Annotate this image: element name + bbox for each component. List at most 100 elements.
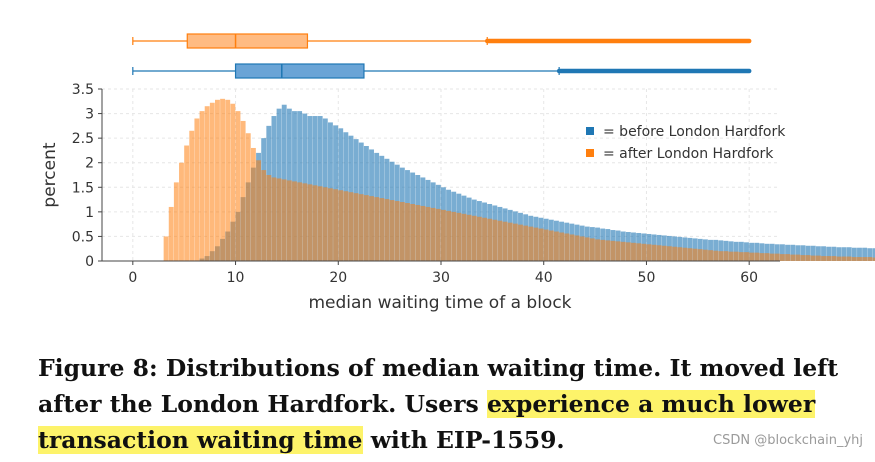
histogram-bar-after <box>744 252 749 261</box>
x-tick-label: 10 <box>227 270 245 286</box>
histogram-bar-after <box>343 191 349 261</box>
histogram-bar-before <box>841 247 847 261</box>
histogram-bar-after <box>235 111 241 261</box>
histogram-bar-before <box>815 246 821 261</box>
histogram-bar-before <box>759 243 765 261</box>
histogram-bar-before <box>810 245 816 261</box>
y-tick-label: 3.5 <box>72 82 94 98</box>
histogram-bar-after <box>446 210 452 261</box>
caption-suffix: with EIP-1559. <box>362 426 565 454</box>
histogram-bar-after <box>589 238 595 261</box>
histogram-bar-after <box>733 251 739 261</box>
histogram-bar-after <box>312 185 318 261</box>
x-axis-label: median waiting time of a block <box>308 293 571 313</box>
histogram-bar-after <box>415 204 421 261</box>
histogram-bar-before <box>790 244 796 261</box>
histogram-bar-after <box>615 241 621 261</box>
histogram-bar-after <box>425 206 431 261</box>
histogram-bar-after <box>667 246 672 261</box>
histogram-bar-after <box>790 254 796 261</box>
histogram-bar-before <box>718 240 724 261</box>
histogram-bar-after <box>836 256 842 261</box>
x-ticks: 0 10 20 30 40 50 60 <box>128 261 758 286</box>
histogram-bar-before <box>831 246 837 261</box>
histogram-bar-after <box>718 251 724 261</box>
histogram-bar-before <box>785 244 791 261</box>
y-tick-label: 1.5 <box>72 180 94 196</box>
histogram-bar-after <box>487 218 493 261</box>
histogram-bar-after <box>276 178 282 261</box>
histogram-bar-after <box>620 241 626 261</box>
histogram-bar-after <box>286 180 292 261</box>
y-tick-label: 3 <box>85 107 94 123</box>
histogram-bar-after <box>302 183 308 261</box>
histogram-bar-after <box>646 244 652 261</box>
histogram-bar-before <box>728 241 734 261</box>
histogram-bar-after <box>677 247 683 261</box>
y-tick-label: 0.5 <box>72 229 94 245</box>
histogram-bar-before <box>780 244 785 261</box>
histogram-bar-after <box>204 106 210 261</box>
histogram-bar-after <box>559 232 565 261</box>
histogram-bar-after <box>692 248 698 261</box>
histogram-bar-after <box>317 186 323 261</box>
x-tick-label: 20 <box>329 270 347 286</box>
histogram-bar-after <box>631 242 636 261</box>
histogram-bar-after <box>821 256 826 261</box>
x-tick-label: 40 <box>535 270 553 286</box>
histogram-bar-after <box>610 240 616 261</box>
legend-label-after: = after London Hardfork <box>603 146 774 162</box>
histogram-bar-after <box>672 246 678 261</box>
histogram-bar-after <box>292 181 297 261</box>
histogram-bar-after <box>574 235 580 261</box>
histogram-bar-after <box>641 243 647 261</box>
histogram-bar-after <box>240 120 246 261</box>
histogram-bar-after <box>338 190 344 261</box>
histogram-bar-after <box>271 177 277 261</box>
histogram-bar-before <box>800 245 806 261</box>
bars-after <box>163 98 875 261</box>
histogram-bar-after <box>605 240 611 261</box>
histogram-bar-after <box>394 201 400 261</box>
histogram-bar-after <box>348 192 354 261</box>
histogram-bar-after <box>518 224 523 261</box>
legend-label-before: = before London Hardfork <box>603 124 786 140</box>
histogram-bar-after <box>163 236 169 261</box>
histogram-bar-after <box>245 133 251 261</box>
x-tick-label: 60 <box>740 270 758 286</box>
histogram-bar-after <box>410 203 416 261</box>
boxplot-after-box <box>186 33 309 49</box>
histogram-bar-after <box>502 221 508 261</box>
histogram-bar-after <box>492 219 498 261</box>
histogram-bar-before <box>723 240 729 261</box>
histogram-bar-after <box>353 193 359 261</box>
histogram-bar-after <box>625 242 631 261</box>
histogram-bar-after <box>328 188 333 261</box>
histogram-bar-after <box>333 189 339 261</box>
y-ticks: 0 0.5 1 1.5 2 2.5 3 3.5 <box>72 82 102 270</box>
histogram-bar-after <box>872 257 875 261</box>
histogram-bar-after <box>697 249 703 261</box>
histogram-bar-before <box>754 242 760 261</box>
x-tick-label: 50 <box>638 270 656 286</box>
histogram-bar-after <box>764 253 770 261</box>
histogram-bar-before <box>872 248 875 261</box>
histogram-bar-after <box>482 217 487 261</box>
histogram-bar-after <box>661 245 667 261</box>
histogram-bar-after <box>831 256 837 261</box>
histogram-bar-after <box>173 182 179 261</box>
y-tick-label: 2 <box>85 156 94 172</box>
histogram-bar-after <box>656 245 662 261</box>
legend-swatch-before <box>586 127 594 135</box>
histogram-bar-after <box>795 254 801 261</box>
y-tick-label: 0 <box>85 254 94 270</box>
histogram-bar-after <box>749 252 755 261</box>
histogram-bar-before <box>805 245 811 261</box>
histogram-bar-after <box>857 257 862 261</box>
histogram-bar-after <box>194 118 200 261</box>
histogram-bar-after <box>826 256 832 261</box>
histogram-bar-after <box>769 253 775 261</box>
histogram-bar-after <box>702 249 708 261</box>
histogram-bar-after <box>810 255 816 261</box>
histogram-bar-before <box>821 246 826 261</box>
